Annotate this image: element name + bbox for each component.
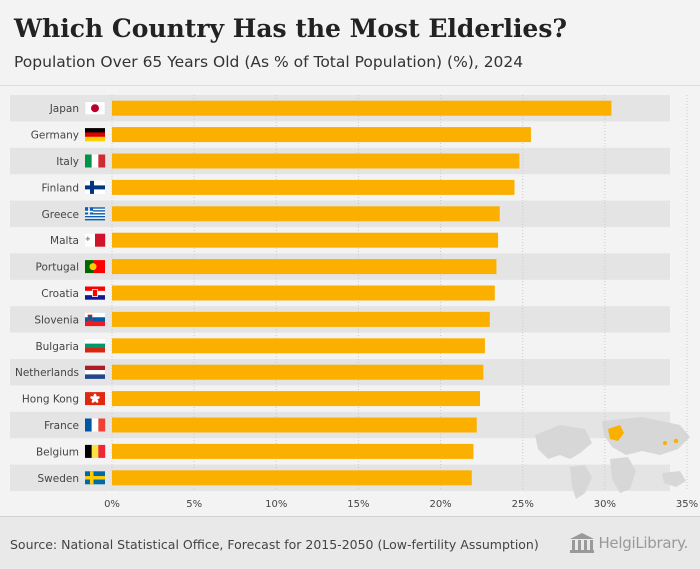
- category-label: Portugal: [36, 262, 80, 274]
- category-label: Belgium: [36, 446, 79, 458]
- france-flag-icon: [85, 418, 106, 432]
- chart-subtitle: Population Over 65 Years Old (As % of To…: [14, 53, 524, 71]
- bar: [112, 470, 472, 486]
- category-label: France: [44, 420, 79, 432]
- category-label: Japan: [49, 103, 79, 115]
- x-tick-label: 15%: [347, 499, 369, 510]
- bar: [112, 179, 515, 195]
- bar: [112, 232, 499, 248]
- malta-flag-icon: [85, 233, 106, 247]
- bar: [112, 127, 531, 143]
- hong-kong-flag-icon: [85, 392, 105, 406]
- category-label: Italy: [56, 156, 79, 168]
- bar: [112, 338, 485, 354]
- bar: [112, 311, 490, 327]
- portugal-flag-icon: [85, 260, 105, 274]
- world-map-icon: [535, 417, 690, 499]
- category-label: Hong Kong: [22, 394, 79, 406]
- chart-title: Which Country Has the Most Elderlies?: [14, 14, 568, 43]
- netherlands-flag-icon: [85, 365, 105, 379]
- category-label: Netherlands: [15, 367, 79, 379]
- bar: [112, 443, 474, 459]
- germany-flag-icon: [85, 128, 105, 142]
- x-tick-label: 10%: [265, 499, 287, 510]
- slovenia-flag-icon: [85, 312, 105, 327]
- bar: [112, 391, 480, 407]
- x-tick-label: 5%: [186, 499, 202, 510]
- category-label: Croatia: [41, 288, 79, 300]
- italy-flag-icon: [85, 154, 106, 168]
- category-label: Greece: [42, 209, 79, 221]
- category-label: Sweden: [38, 473, 80, 485]
- bar: [112, 259, 497, 275]
- source-note: Source: National Statistical Office, For…: [10, 537, 539, 552]
- library-building-icon: [570, 533, 595, 553]
- finland-flag-icon: [85, 180, 105, 194]
- category-label: Finland: [41, 182, 79, 194]
- x-tick-label: 30%: [594, 499, 616, 510]
- x-tick-label: 35%: [676, 499, 698, 510]
- bar: [112, 285, 495, 301]
- bar: [112, 364, 484, 380]
- japan-flag-icon: [84, 101, 106, 115]
- x-tick-label: 20%: [429, 499, 451, 510]
- sweden-flag-icon: [85, 471, 105, 485]
- category-label: Bulgaria: [35, 341, 79, 353]
- category-label: Slovenia: [34, 314, 79, 326]
- bar: [112, 153, 520, 169]
- footer: Source: National Statistical Office, For…: [0, 516, 700, 569]
- belgium-flag-icon: [85, 444, 106, 458]
- bar: [112, 206, 500, 222]
- bar: [112, 100, 612, 116]
- bulgaria-flag-icon: [85, 339, 105, 353]
- brand-name: HelgiLibrary.: [598, 534, 688, 552]
- divider: [0, 85, 700, 86]
- x-tick-label: 25%: [512, 499, 534, 510]
- x-tick-label: 0%: [104, 499, 120, 510]
- croatia-flag-icon: [85, 286, 105, 300]
- brand-logo[interactable]: HelgiLibrary.: [570, 533, 688, 553]
- bar: [112, 417, 477, 433]
- greece-flag-icon: [85, 207, 105, 221]
- category-label: Germany: [31, 130, 79, 142]
- bar-chart: Japan Germany Italy Finland Greece Malta Portu…: [10, 95, 698, 510]
- category-label: Malta: [50, 235, 79, 247]
